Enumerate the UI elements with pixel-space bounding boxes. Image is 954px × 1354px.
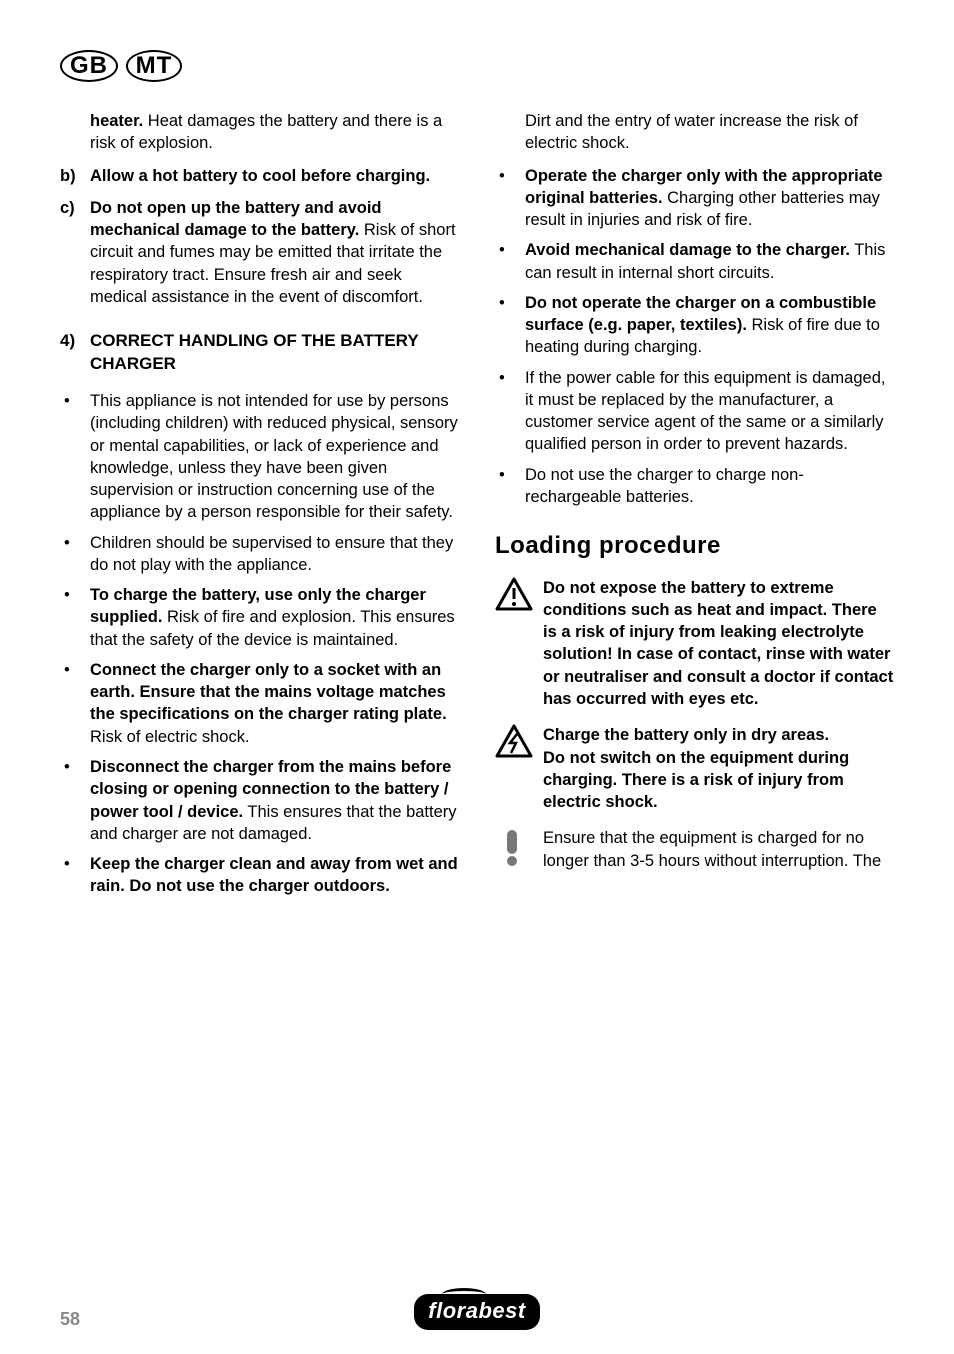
info-exclaim-icon <box>495 827 543 872</box>
left-bullet-4: • Connect the charger only to a socket w… <box>60 659 459 748</box>
info-text: Ensure that the equipment is charged for… <box>543 827 894 872</box>
letter-c: c) <box>60 197 90 308</box>
left-bullet-3: • To charge the battery, use only the ch… <box>60 584 459 651</box>
warning-triangle-icon <box>495 577 543 711</box>
sec-title: CORRECT HANDLING OF THE BATTERY CHARGER <box>90 330 459 376</box>
warning-block-1: Do not expose the battery to extreme con… <box>495 577 894 711</box>
rb5: Do not use the charger to charge non-rec… <box>525 464 894 509</box>
footer: florabest <box>0 1294 954 1330</box>
left-bullet-2: • Children should be supervised to ensur… <box>60 532 459 577</box>
brand-logo: florabest <box>414 1294 539 1330</box>
code-mt: MT <box>126 50 183 82</box>
warn2-text: Charge the battery only in dry areas. Do… <box>543 724 894 813</box>
bul4-rest: Risk of electric shock. <box>90 728 250 746</box>
intro-paragraph: heater. Heat damages the battery and the… <box>60 110 459 155</box>
c-bold: Do not open up the battery and avoid mec… <box>90 199 382 239</box>
item-b: b) Allow a hot battery to cool before ch… <box>60 165 459 187</box>
right-bullet-5: • Do not use the charger to charge non-r… <box>495 464 894 509</box>
loading-heading: Loading procedure <box>495 530 894 562</box>
bul1: This appliance is not intended for use b… <box>90 390 459 524</box>
sec-num: 4) <box>60 330 90 376</box>
rb2-bold: Avoid mechanical damage to the charger. <box>525 241 850 259</box>
left-column: heater. Heat damages the battery and the… <box>60 110 459 906</box>
bul6-bold: Keep the charger clean and away from wet… <box>90 855 458 895</box>
info-block: Ensure that the equipment is charged for… <box>495 827 894 872</box>
intro-rest: Heat damages the battery and there is a … <box>90 112 442 152</box>
warn1-text: Do not expose the battery to extreme con… <box>543 577 894 711</box>
left-bullet-6: • Keep the charger clean and away from w… <box>60 853 459 898</box>
intro-bold: heater. <box>90 112 143 130</box>
right-bullet-3: • Do not operate the charger on a combus… <box>495 292 894 359</box>
left-bullet-5: • Disconnect the charger from the mains … <box>60 756 459 845</box>
bul2: Children should be supervised to ensure … <box>90 532 459 577</box>
right-bullet-1: • Operate the charger only with the appr… <box>495 165 894 232</box>
section-4-heading: 4) CORRECT HANDLING OF THE BATTERY CHARG… <box>60 330 459 376</box>
left-bullet-1: • This appliance is not intended for use… <box>60 390 459 524</box>
bul4-bold: Connect the charger only to a socket wit… <box>90 661 447 724</box>
item-c: c) Do not open up the battery and avoid … <box>60 197 459 308</box>
right-bullet-2: • Avoid mechanical damage to the charger… <box>495 239 894 284</box>
b-text: Allow a hot battery to cool before charg… <box>90 167 430 185</box>
right-cont: Dirt and the entry of water increase the… <box>495 110 894 155</box>
country-codes: GB MT <box>60 50 894 82</box>
rb4: If the power cable for this equipment is… <box>525 367 894 456</box>
electric-triangle-icon <box>495 724 543 813</box>
warning-block-2: Charge the battery only in dry areas. Do… <box>495 724 894 813</box>
right-column: Dirt and the entry of water increase the… <box>495 110 894 906</box>
code-gb: GB <box>60 50 118 82</box>
letter-b: b) <box>60 165 90 187</box>
right-bullet-4: • If the power cable for this equipment … <box>495 367 894 456</box>
